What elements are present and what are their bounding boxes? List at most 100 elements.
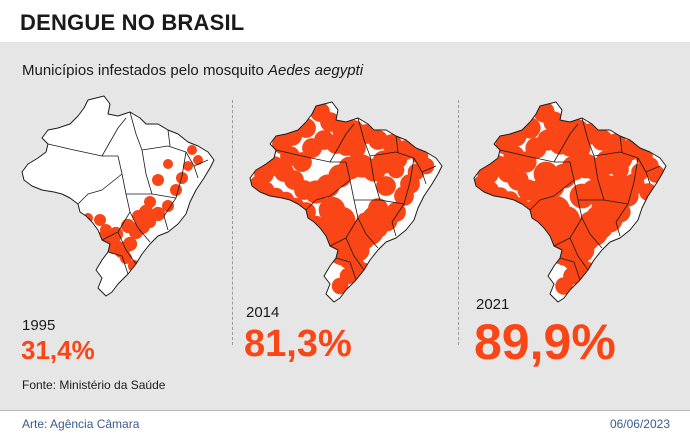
state-border <box>369 155 381 201</box>
publish-date: 06/06/2023 <box>609 417 670 431</box>
state-border <box>619 135 623 153</box>
year-label-1995: 1995 <box>22 317 56 334</box>
infested-area <box>346 138 366 158</box>
state-border <box>126 193 177 199</box>
infested-areas <box>474 102 665 295</box>
infested-area <box>376 176 396 196</box>
state-border <box>357 117 371 157</box>
state-border <box>354 199 405 205</box>
state-border <box>163 151 187 217</box>
state-border <box>305 179 351 211</box>
state-border <box>559 257 581 281</box>
infested-area <box>162 200 174 212</box>
infested-area <box>569 137 591 159</box>
infested-area <box>176 172 188 184</box>
infested-area <box>555 277 573 295</box>
infested-area <box>411 147 429 165</box>
state-border <box>395 135 399 153</box>
map-2014 <box>246 100 446 305</box>
brazil-map-1995 <box>21 95 215 297</box>
infested-area <box>150 206 166 222</box>
state-border <box>615 157 639 223</box>
country-outline <box>21 95 215 297</box>
infested-area <box>193 155 203 165</box>
state-border <box>167 129 171 147</box>
brazil-map-2021 <box>473 101 667 303</box>
state-border <box>345 161 359 219</box>
state-border <box>141 145 187 153</box>
state-border <box>163 215 169 231</box>
infested-area <box>328 206 356 234</box>
state-border <box>499 149 570 163</box>
state-border <box>529 179 575 211</box>
percentage-1995: 31,4% <box>21 335 95 365</box>
percentage-2021: 89,9% <box>474 314 616 370</box>
infested-area <box>152 174 164 186</box>
infested-area <box>527 195 553 221</box>
infested-area <box>331 277 349 295</box>
state-border <box>615 221 621 237</box>
infested-area <box>170 184 182 196</box>
state-border <box>569 161 583 219</box>
subtitle-species: Aedes aegypti <box>267 62 364 79</box>
state-border <box>369 151 415 159</box>
infested-area <box>386 202 406 222</box>
state-border <box>581 217 603 249</box>
year-label-2021: 2021 <box>476 296 510 313</box>
year-label-2014: 2014 <box>246 304 280 321</box>
state-border <box>275 149 346 163</box>
state-border <box>553 123 579 163</box>
infested-area <box>639 183 657 201</box>
state-border <box>593 151 639 159</box>
infested-area <box>163 159 173 169</box>
infested-area <box>183 161 193 171</box>
state-border <box>569 237 589 271</box>
state-border <box>117 155 131 213</box>
infested-area <box>100 224 112 236</box>
source-note: Fonte: Ministério da Saúde <box>22 378 166 392</box>
state-border <box>581 117 595 157</box>
divider-2 <box>458 100 459 345</box>
infested-area <box>609 173 631 195</box>
state-border <box>357 217 379 249</box>
state-border <box>335 257 357 281</box>
map-1995 <box>18 94 218 299</box>
footer: Arte: Agência Câmara 06/06/2023 <box>0 410 690 440</box>
state-border <box>101 117 127 157</box>
map-2021 <box>470 100 670 305</box>
state-border <box>391 221 397 237</box>
state-border <box>329 123 355 163</box>
state-border <box>391 157 415 223</box>
infested-area <box>551 205 581 235</box>
page-title: DENGUE NO BRASIL <box>20 10 245 35</box>
brazil-map-2014 <box>249 101 443 303</box>
divider-1 <box>232 100 233 345</box>
state-border <box>77 173 123 205</box>
infested-area <box>144 196 156 208</box>
state-border <box>107 251 129 275</box>
infested-area <box>187 145 197 155</box>
infested-area <box>120 252 132 264</box>
state-border <box>421 171 427 185</box>
state-border <box>593 155 605 201</box>
infested-area <box>533 161 559 187</box>
state-border <box>129 111 143 151</box>
infested-area <box>132 210 144 222</box>
credit: Arte: Agência Câmara <box>22 417 140 431</box>
infested-area <box>108 226 124 242</box>
state-border <box>129 211 151 243</box>
infographic-panel: Municípios infestados pelo mosquito Aede… <box>0 42 690 410</box>
state-border <box>47 143 118 157</box>
infested-area <box>120 218 136 234</box>
infested-areas <box>250 102 435 295</box>
state-border <box>117 231 137 265</box>
percentage-2014: 81,3% <box>244 323 352 365</box>
country-shape <box>22 96 214 296</box>
country-outline <box>249 101 443 303</box>
country-outline <box>473 101 667 303</box>
subtitle: Municípios infestados pelo mosquito Aede… <box>22 62 363 79</box>
state-border <box>193 165 199 179</box>
state-border <box>578 199 629 205</box>
infested-area <box>122 236 138 252</box>
state-border <box>141 149 153 195</box>
